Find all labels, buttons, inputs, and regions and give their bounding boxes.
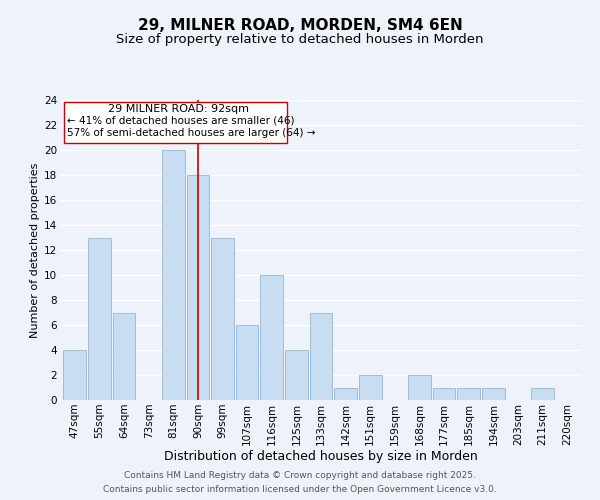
Bar (285, 350, 308, 400)
FancyBboxPatch shape (64, 102, 287, 142)
Bar (359, 375, 382, 400)
Text: Size of property relative to detached houses in Morden: Size of property relative to detached ho… (116, 32, 484, 46)
Bar (433, 388, 455, 400)
Text: 29, MILNER ROAD, MORDEN, SM4 6EN: 29, MILNER ROAD, MORDEN, SM4 6EN (137, 18, 463, 32)
Bar (187, 175, 209, 400)
Bar (408, 375, 431, 400)
Bar (482, 388, 505, 400)
Bar (334, 388, 357, 400)
Bar (64, 350, 86, 400)
Bar (531, 388, 554, 400)
Text: 57% of semi-detached houses are larger (64) →: 57% of semi-detached houses are larger (… (67, 128, 316, 138)
Text: ← 41% of detached houses are smaller (46): ← 41% of detached houses are smaller (46… (67, 116, 295, 126)
Bar (236, 325, 259, 400)
Bar (457, 388, 480, 400)
Bar (162, 150, 185, 400)
Bar (113, 312, 136, 400)
Y-axis label: Number of detached properties: Number of detached properties (30, 162, 40, 338)
Text: Contains HM Land Registry data © Crown copyright and database right 2025.: Contains HM Land Registry data © Crown c… (124, 471, 476, 480)
X-axis label: Distribution of detached houses by size in Morden: Distribution of detached houses by size … (164, 450, 478, 464)
Bar (260, 275, 283, 400)
Bar (211, 238, 234, 400)
Bar (88, 238, 111, 400)
Bar (310, 312, 332, 400)
Text: Contains public sector information licensed under the Open Government Licence v3: Contains public sector information licen… (103, 485, 497, 494)
Text: 29 MILNER ROAD: 92sqm: 29 MILNER ROAD: 92sqm (109, 104, 250, 115)
